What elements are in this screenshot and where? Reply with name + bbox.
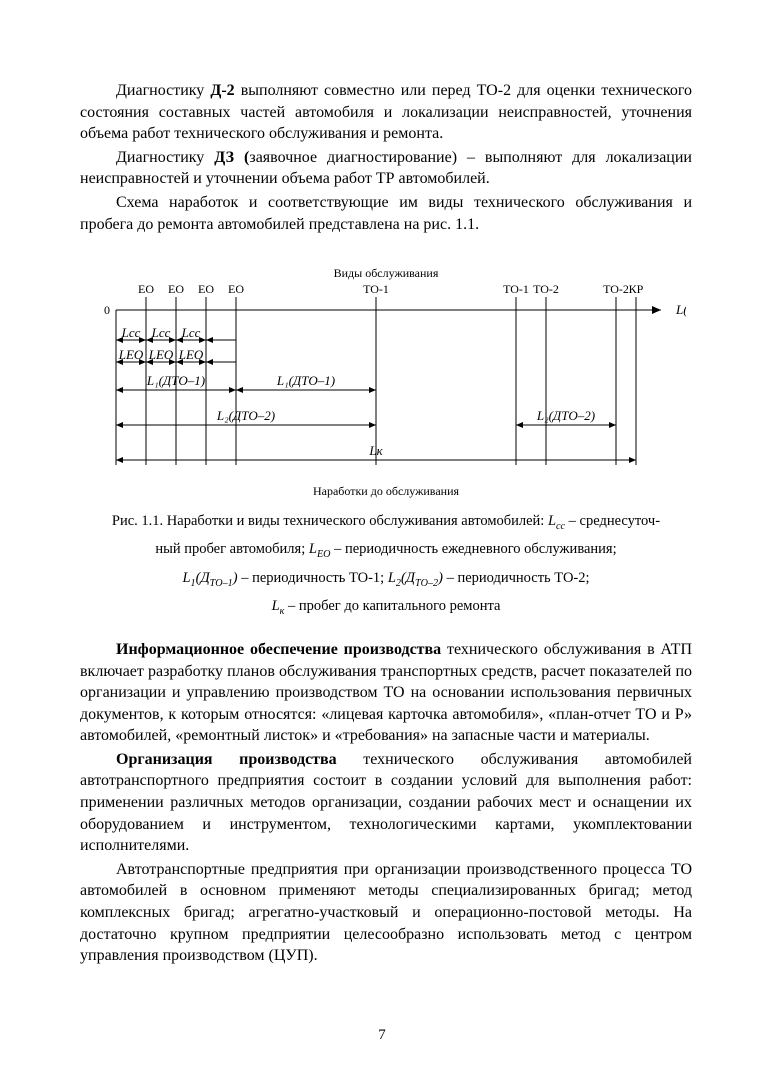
svg-text:L₁(ДТО–1): L₁(ДТО–1) — [276, 373, 335, 388]
cap-l3-sym2: L2(ДТО–2) — [388, 570, 443, 586]
paragraph-scheme: Схема наработок и соответствующие им вид… — [80, 192, 692, 235]
svg-text:ТО-2: ТО-2 — [603, 282, 629, 296]
axis-arrowhead — [652, 306, 661, 314]
p6: Автотранспортные предприятия при организ… — [80, 861, 692, 964]
paragraph-org: Организация производства технического об… — [80, 749, 692, 857]
paragraph-methods: Автотранспортные предприятия при организ… — [80, 859, 692, 967]
p4-bold: Информационное обеспечение производства — [116, 641, 441, 658]
svg-text:ЕО: ЕО — [228, 282, 244, 296]
p2-pre: Диагностику — [116, 149, 214, 166]
axis-zero: 0 — [104, 303, 110, 317]
cap-l1-sym: Lсс — [548, 513, 565, 529]
figure-caption: Рис. 1.1. Наработки и виды технического … — [80, 508, 692, 621]
diagram-title-top: Виды обслуживания — [334, 266, 439, 280]
svg-text:Lсс: Lсс — [121, 325, 141, 340]
svg-text:ЕО: ЕО — [198, 282, 214, 296]
page-content: Диагностику Д-2 выполняют совместно или … — [0, 0, 764, 967]
svg-text:ТО-2: ТО-2 — [533, 282, 559, 296]
cap-l1-b: – среднесуточ- — [565, 513, 660, 529]
svg-text:LЕО: LЕО — [118, 347, 144, 362]
cap-l3-b: – периодичность ТО-2; — [443, 570, 590, 586]
svg-text:Lк: Lк — [368, 443, 383, 458]
p2-bold: ДЗ ( — [214, 149, 249, 166]
svg-text:L₁(ДТО–1): L₁(ДТО–1) — [146, 373, 205, 388]
svg-text:Lсс: Lсс — [181, 325, 201, 340]
paragraph-info: Информационное обеспечение производства … — [80, 639, 692, 747]
svg-text:L₂(ДТО–2): L₂(ДТО–2) — [216, 408, 275, 423]
diagram-fig-1-1: Виды обслуживания L(Д) 0 ЕО ЕО ЕО ЕО ТО-1 ТО-… — [86, 265, 686, 500]
svg-text:КР: КР — [629, 282, 644, 296]
p3: Схема наработок и соответствующие им вид… — [80, 194, 692, 233]
svg-text:L₂(ДТО–2): L₂(ДТО–2) — [536, 408, 595, 423]
svg-text:Lсс: Lсс — [151, 325, 171, 340]
p1-pre: Диагностику — [116, 82, 210, 99]
axis-label-ld: L(Д) — [675, 302, 686, 317]
paragraph-dz: Диагностику ДЗ (заявочное диагностирован… — [80, 147, 692, 190]
svg-text:LЕО: LЕО — [178, 347, 204, 362]
cap-l3-sym1: L1(ДТО–1) — [182, 570, 237, 586]
svg-text:ЕО: ЕО — [168, 282, 184, 296]
paragraph-d2: Диагностику Д-2 выполняют совместно или … — [80, 80, 692, 145]
svg-text:ЕО: ЕО — [138, 282, 154, 296]
cap-l2-a: ный пробег автомобиля; — [155, 541, 309, 557]
p1-bold: Д-2 — [210, 82, 234, 99]
cap-l2-b: – периодичность ежедневного обслуживания… — [330, 541, 616, 557]
p5-bold: Организация производства — [116, 751, 337, 768]
page-number: 7 — [0, 1027, 764, 1044]
svg-text:LЕО: LЕО — [148, 347, 174, 362]
cap-l2-sym: LЕО — [309, 541, 331, 557]
svg-text:ТО-1: ТО-1 — [363, 282, 389, 296]
diagram-title-bottom: Наработки до обслуживания — [313, 484, 460, 498]
cap-l3-mid: – периодичность ТО-1; — [238, 570, 388, 586]
cap-l4-sym: Lк — [272, 598, 285, 614]
cap-l1-a: Рис. 1.1. Наработки и виды технического … — [112, 513, 548, 529]
cap-l4-b: – пробег до капитального ремонта — [284, 598, 500, 614]
svg-text:ТО-1: ТО-1 — [503, 282, 529, 296]
